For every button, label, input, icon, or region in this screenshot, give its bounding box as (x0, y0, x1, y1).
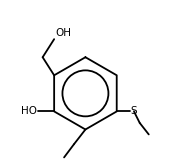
Text: S: S (131, 106, 137, 116)
Text: OH: OH (55, 28, 71, 38)
Text: HO: HO (21, 106, 37, 116)
